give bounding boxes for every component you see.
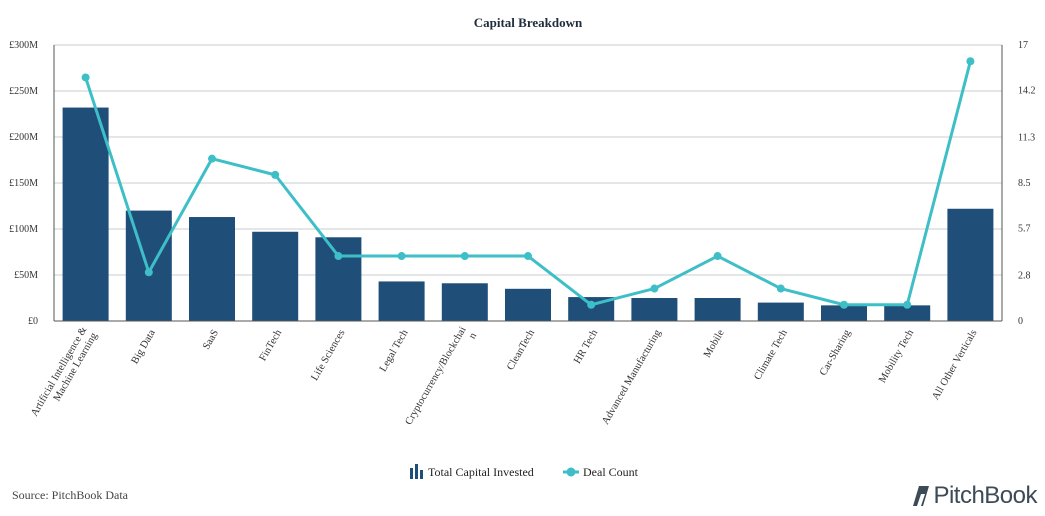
deal-count-point xyxy=(524,252,532,261)
right-tick-label: 17 xyxy=(1018,40,1028,51)
pitchbook-logo: PitchBook xyxy=(909,482,1037,510)
deal-count-point xyxy=(713,252,722,261)
x-tick-label: Advanced Manufacturing xyxy=(600,327,664,426)
x-tick-label-line: Car-Sharing xyxy=(818,327,853,377)
legend-label-bars: Total Capital Invested xyxy=(428,465,534,479)
deal-count-point xyxy=(903,300,912,309)
source-note: Source: PitchBook Data xyxy=(12,488,128,502)
x-axis-ticks: Artificial Intelligence &Machine Learnin… xyxy=(29,325,979,427)
left-tick-label: £50M xyxy=(14,270,38,281)
deal-count-point xyxy=(966,57,975,66)
bar-series xyxy=(62,107,994,321)
x-tick-label: All Other Verticals xyxy=(930,328,979,402)
deal-count-point xyxy=(144,268,153,277)
bar xyxy=(631,298,678,321)
legend-bar-icon xyxy=(410,464,423,479)
deal-count-point xyxy=(81,73,90,82)
legend-bar-icon-part xyxy=(410,468,413,479)
x-tick-label-line: Big Data xyxy=(130,328,159,366)
legend-label-line: Deal Count xyxy=(583,465,639,479)
left-axis-ticks: £0 £50M £100M £150M £200M £250M £300M xyxy=(9,40,38,327)
deal-count-point xyxy=(460,252,469,261)
x-tick-label: Mobile xyxy=(702,328,727,360)
left-tick-label: £300M xyxy=(9,40,38,51)
deal-count-point xyxy=(271,170,280,179)
bar xyxy=(947,208,994,321)
bar xyxy=(189,217,235,321)
x-tick-label-line: CleanTech xyxy=(505,327,537,372)
x-tick-label: CleanTech xyxy=(505,327,537,372)
x-tick-label-line: All Other Verticals xyxy=(930,328,979,402)
left-tick-label: £250M xyxy=(9,86,38,97)
bar xyxy=(884,305,931,321)
x-tick-label: Big Data xyxy=(130,328,159,366)
x-tick-label-line: Mobility Tech xyxy=(877,327,917,385)
x-tick-label: Car-Sharing xyxy=(818,327,853,377)
deal-count-point xyxy=(776,284,785,293)
deal-count-point xyxy=(650,284,659,293)
deal-count-point xyxy=(840,300,848,309)
right-tick-label: 11.3 xyxy=(1018,133,1035,144)
x-tick-label: HR Tech xyxy=(572,327,601,365)
x-tick-label: Artificial Intelligence &Machine Learnin… xyxy=(29,325,100,418)
bar xyxy=(62,107,109,321)
bar xyxy=(252,231,299,321)
x-tick-label-line: Artificial Intelligence & xyxy=(29,325,89,418)
right-tick-label: 14.2 xyxy=(1018,85,1036,96)
bar xyxy=(757,302,804,321)
bar xyxy=(505,288,551,321)
x-tick-label-line: Life Sciences xyxy=(310,328,348,383)
legend-bar-icon-part xyxy=(420,470,423,479)
legend-line-icon-part xyxy=(566,467,576,477)
bar xyxy=(378,281,425,321)
x-tick-label-line: Legal Tech xyxy=(378,327,411,373)
x-tick-label: FinTech xyxy=(258,327,285,363)
x-tick-label-line: HR Tech xyxy=(572,327,601,365)
x-tick-label-line: SaaS xyxy=(201,328,221,352)
right-axis-ticks: 0 2.8 5.7 8.5 11.3 14.2 17 xyxy=(1018,40,1036,327)
deal-count-point xyxy=(587,300,596,309)
legend: Total Capital Invested Deal Count xyxy=(410,464,639,479)
x-tick-label-line: Mobile xyxy=(702,328,727,360)
left-tick-label: £200M xyxy=(9,132,38,143)
bar xyxy=(441,283,488,321)
pitchbook-logo-icon xyxy=(913,486,930,506)
line-series xyxy=(81,57,975,309)
right-tick-label: 5.7 xyxy=(1018,223,1031,234)
left-tick-label: £150M xyxy=(9,178,38,189)
bar xyxy=(694,298,741,321)
x-tick-label-line: Climate Tech xyxy=(752,327,790,382)
bar xyxy=(821,305,867,321)
right-tick-label: 0 xyxy=(1018,316,1023,327)
axes xyxy=(53,45,1003,322)
x-tick-label: Life Sciences xyxy=(310,328,348,383)
x-tick-label-line: Advanced Manufacturing xyxy=(600,327,664,426)
x-tick-label: SaaS xyxy=(201,328,221,352)
legend-item-bars: Total Capital Invested xyxy=(410,464,534,479)
legend-item-line: Deal Count xyxy=(563,465,639,479)
pitchbook-logo-text: PitchBook xyxy=(933,482,1037,509)
bar xyxy=(315,237,362,321)
x-tick-label-line: n xyxy=(467,330,480,341)
deal-count-point xyxy=(208,154,216,163)
x-tick-label: Legal Tech xyxy=(378,327,411,373)
right-tick-label: 8.5 xyxy=(1018,178,1031,189)
deal-count-point xyxy=(397,252,406,261)
left-tick-label: £100M xyxy=(9,224,38,235)
legend-bar-icon-part xyxy=(415,464,418,479)
left-tick-label: £0 xyxy=(28,316,38,327)
legend-line-icon xyxy=(563,467,579,477)
x-tick-label-line: FinTech xyxy=(258,327,285,363)
deal-count-point xyxy=(334,252,343,261)
x-tick-label: Mobility Tech xyxy=(877,327,917,385)
right-tick-label: 2.8 xyxy=(1018,271,1031,282)
x-tick-label-line: Cryptocurrency/Blockchai xyxy=(403,325,468,427)
chart-title: Capital Breakdown xyxy=(474,15,583,30)
x-tick-label: Climate Tech xyxy=(752,327,790,382)
